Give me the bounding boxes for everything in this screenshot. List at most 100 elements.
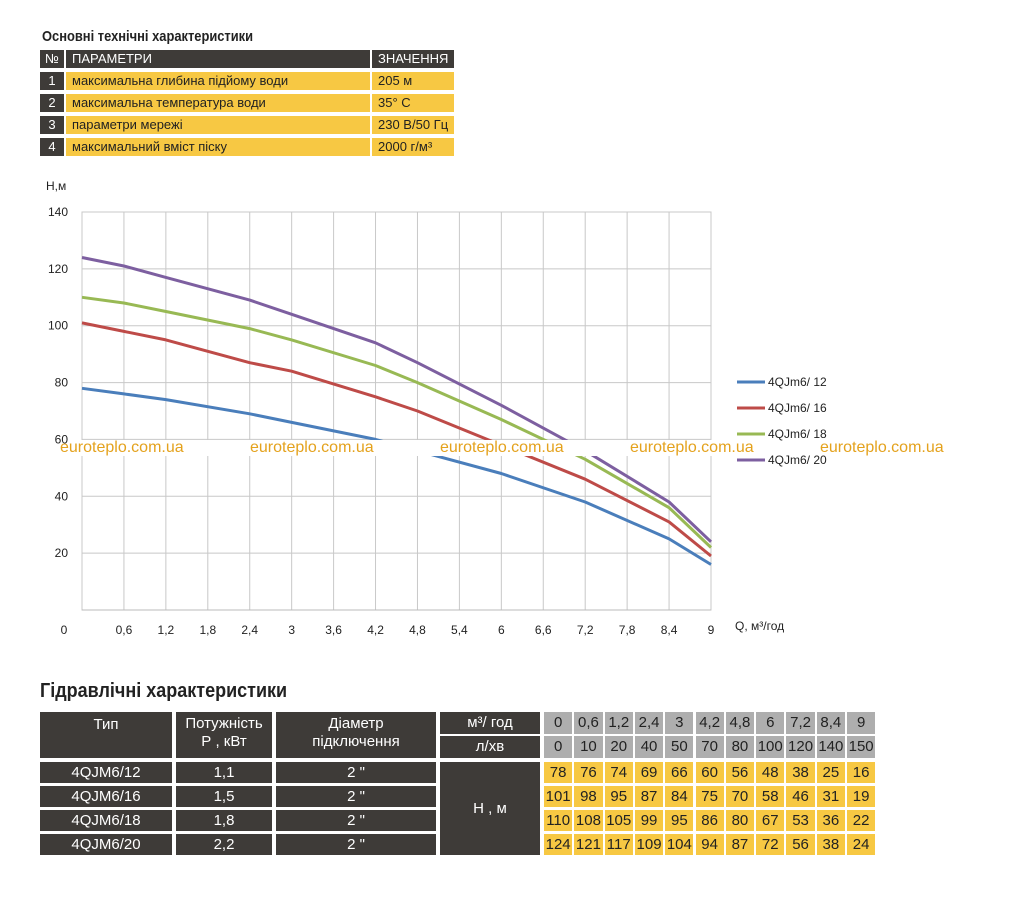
- head-value-cell: 24: [847, 834, 876, 855]
- head-value-cell: 76: [574, 762, 603, 783]
- head-value-cell: 110: [544, 810, 573, 831]
- pump-curve-chart: euroteplo.com.ua euroteplo.com.ua eurotepl…: [0, 179, 1024, 637]
- model-type: 4QJM6/20: [40, 834, 172, 855]
- model-diameter: 2 ": [276, 786, 436, 807]
- header-head: Н , м: [440, 762, 540, 855]
- x-tick-label: 5,4: [451, 623, 468, 637]
- x-tick-label: 4,8: [409, 623, 426, 637]
- flow-l-cell: 140: [816, 736, 845, 758]
- head-value-cell: 121: [574, 834, 603, 855]
- flow-m3-cell: 0: [544, 712, 573, 734]
- chart-series: [81, 256, 713, 566]
- flow-m3-cell: 9: [847, 712, 876, 734]
- flow-l-cell: 80: [725, 736, 755, 758]
- x-tick-label: 7,8: [619, 623, 636, 637]
- head-value-cell: 70: [725, 786, 755, 807]
- flow-l-cell: 20: [604, 736, 633, 758]
- flow-l-cell: 50: [665, 736, 694, 758]
- head-value-cell: 19: [847, 786, 876, 807]
- legend-label: 4QJm6/ 16: [768, 401, 827, 415]
- spec-value: 230 В/50 Гц: [372, 116, 454, 134]
- head-value-cell: 101: [544, 786, 573, 807]
- spec-row: 4 максимальний вміст піску 2000 г/м³: [40, 138, 454, 156]
- watermark: euroteplo.com.ua euroteplo.com.ua eurotepl…: [60, 439, 944, 456]
- head-value-cell: 84: [665, 786, 694, 807]
- spec-num: 4: [40, 138, 64, 156]
- head-value-cell: 105: [604, 810, 633, 831]
- x-tick-label: 2,4: [241, 623, 258, 637]
- watermark-text: euroteplo.com.ua: [630, 439, 754, 456]
- flow-m3-cell: 7,2: [786, 712, 815, 734]
- x-tick-label: 7,2: [577, 623, 594, 637]
- head-value-cell: 46: [786, 786, 815, 807]
- header-flow-l: л/хв: [440, 736, 540, 758]
- head-value-cell: 95: [665, 810, 694, 831]
- x-tick-label: 3: [288, 623, 295, 637]
- spec-num: 2: [40, 94, 64, 112]
- head-value-cell: 108: [574, 810, 603, 831]
- flow-l-cell: 70: [695, 736, 724, 758]
- x-tick-label: 8,4: [661, 623, 678, 637]
- head-value-cell: 86: [695, 810, 724, 831]
- x-tick-label: 9: [708, 623, 715, 637]
- x-tick-label: 4,2: [367, 623, 384, 637]
- series-line: [81, 386, 712, 566]
- head-value-cell: 48: [756, 762, 785, 783]
- head-value-cell: 67: [756, 810, 785, 831]
- chart-grid: [81, 211, 712, 611]
- head-value-cell: 36: [816, 810, 845, 831]
- header-flow-m3: м³/ год: [440, 712, 540, 734]
- flow-l-cell: 100: [756, 736, 785, 758]
- model-diameter: 2 ": [276, 834, 436, 855]
- y-axis-label: Н,м: [46, 179, 66, 193]
- legend-label: 4QJm6/ 18: [768, 427, 827, 441]
- head-value-cell: 124: [544, 834, 573, 855]
- series-line: [81, 295, 713, 549]
- model-diameter: 2 ": [276, 810, 436, 831]
- model-power: 2,2: [176, 834, 272, 855]
- head-value-cell: 56: [725, 762, 755, 783]
- head-value-cell: 87: [634, 786, 664, 807]
- head-value-cell: 109: [634, 834, 664, 855]
- watermark-band: [0, 440, 1024, 456]
- head-value-cell: 58: [756, 786, 785, 807]
- legend-label: 4QJm6/ 20: [768, 453, 827, 467]
- chart-legend: 4QJm6/ 12 4QJm6/ 16 4QJm6/ 18 4QJm6/ 20: [737, 375, 827, 467]
- spec-num: 1: [40, 72, 64, 90]
- origin-label: 0: [61, 623, 68, 637]
- flow-m3-cell: 0,6: [574, 712, 603, 734]
- flow-l-cell: 10: [574, 736, 603, 758]
- spec-row: 2 максимальна температура води 35° С: [40, 94, 454, 112]
- flow-m3-cell: 4,2: [695, 712, 724, 734]
- hydraulic-title: Гідравлічні характеристики: [40, 680, 288, 702]
- head-value-cell: 38: [786, 762, 815, 783]
- head-value-cell: 69: [634, 762, 664, 783]
- head-value-cell: 31: [816, 786, 845, 807]
- x-tick-label: 1,8: [199, 623, 216, 637]
- head-value-cell: 72: [756, 834, 785, 855]
- y-tick-label: 40: [55, 489, 69, 503]
- head-value-cell: 22: [847, 810, 876, 831]
- spec-row: 3 параметри мережі 230 В/50 Гц: [40, 116, 454, 134]
- head-value-cell: 60: [695, 762, 724, 783]
- head-value-cell: 94: [695, 834, 724, 855]
- series-line: [81, 321, 712, 558]
- head-value-cell: 16: [847, 762, 876, 783]
- x-axis-label: Q, м³/год: [735, 619, 784, 633]
- flow-m3-cell: 4,8: [725, 712, 755, 734]
- model-type: 4QJM6/18: [40, 810, 172, 831]
- flow-m3-cell: 6: [756, 712, 785, 734]
- model-type: 4QJM6/16: [40, 786, 172, 807]
- x-tick-label: 6,6: [535, 623, 552, 637]
- head-value-cell: 117: [604, 834, 633, 855]
- flow-l-cell: 40: [634, 736, 664, 758]
- y-tick-label: 120: [48, 262, 68, 276]
- spec-header-value: ЗНАЧЕННЯ: [372, 50, 454, 68]
- spec-header-param: ПАРАМЕТРИ: [66, 50, 370, 68]
- spec-header-num: №: [40, 50, 64, 68]
- flow-l-cell: 0: [544, 736, 573, 758]
- flow-m3-cell: 8,4: [816, 712, 845, 734]
- head-value-cell: 66: [665, 762, 694, 783]
- watermark-text: euroteplo.com.ua: [60, 439, 184, 456]
